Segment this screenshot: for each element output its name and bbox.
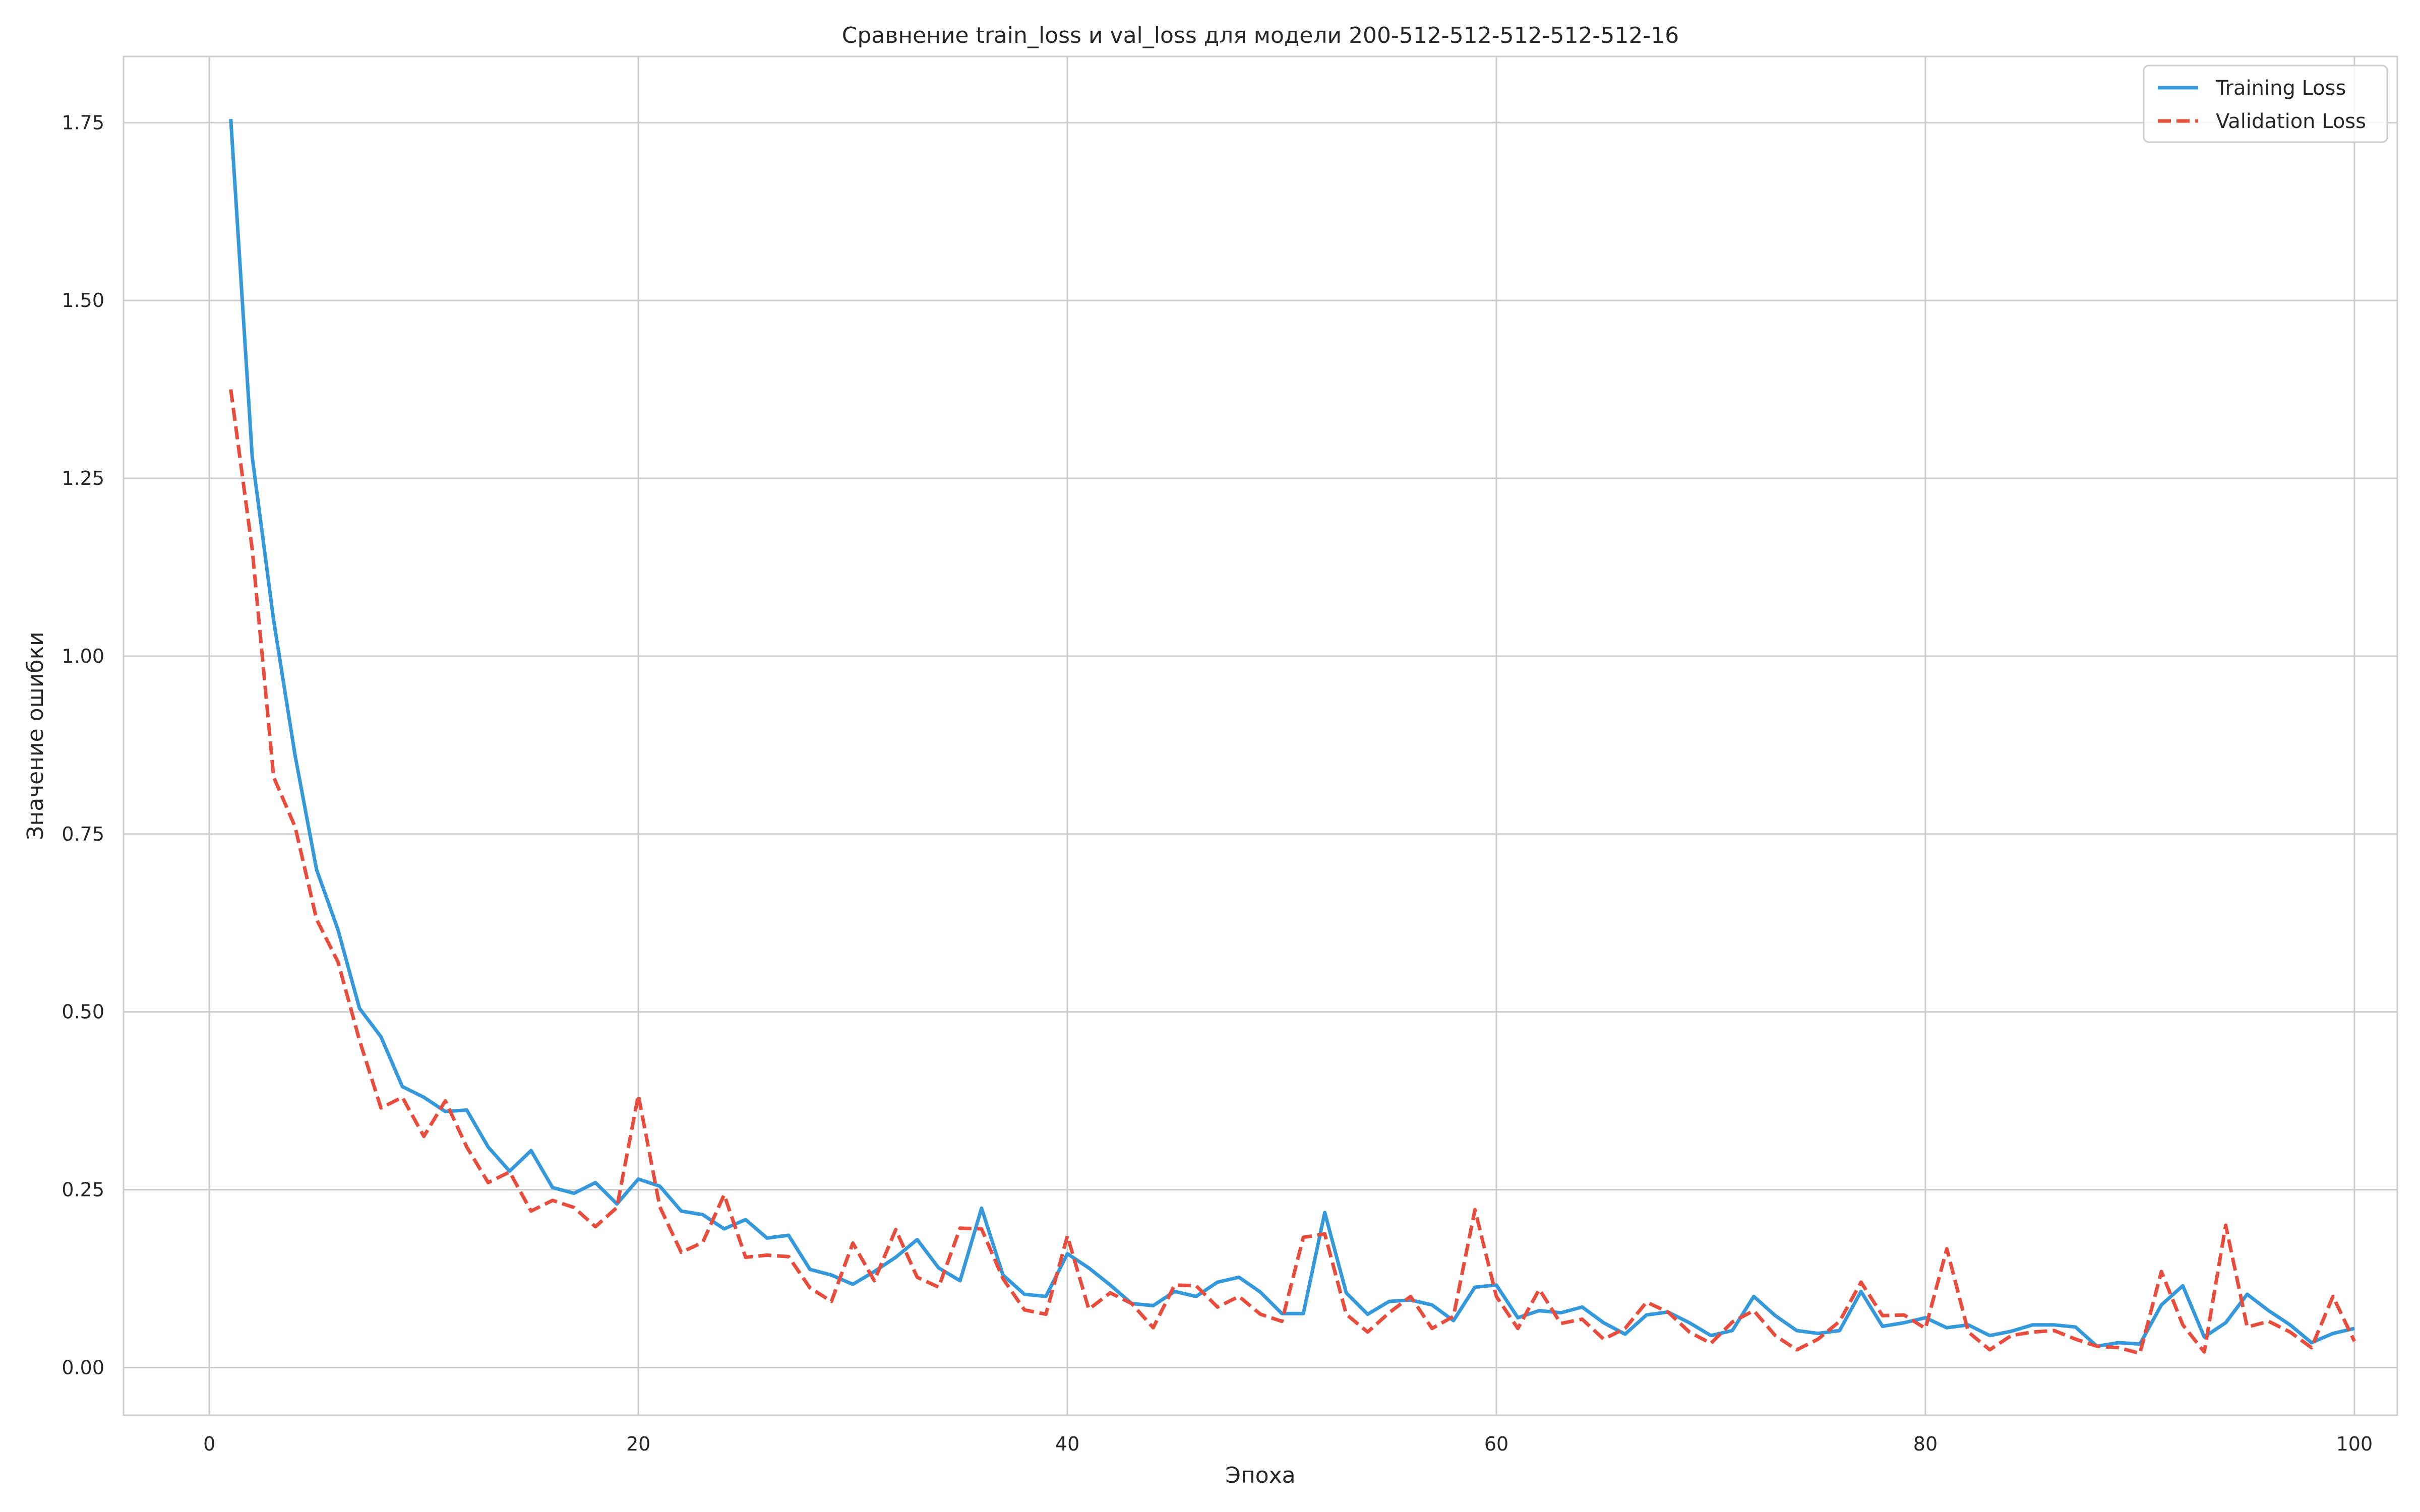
legend-box (2143, 65, 2388, 143)
x-tick-label: 0 (203, 1433, 215, 1455)
x-tick-label: 60 (1484, 1433, 1508, 1455)
y-tick-label: 0.25 (62, 1179, 104, 1201)
x-axis: 0 20 40 60 80 100 (203, 1433, 2373, 1455)
y-tick-label: 0.75 (62, 823, 104, 845)
y-axis-title: Значение ошибки (23, 632, 48, 840)
y-tick-label: 0.50 (62, 1001, 104, 1023)
x-tick-label: 20 (626, 1433, 650, 1455)
x-tick-label: 40 (1055, 1433, 1079, 1455)
legend: Training Loss Validation Loss (2143, 65, 2388, 143)
y-tick-label: 1.50 (62, 289, 104, 311)
x-axis-title: Эпоха (1225, 1463, 1295, 1488)
chart-title: Сравнение train_loss и val_loss для моде… (842, 23, 1679, 48)
plot-frame (123, 55, 2398, 1416)
validation-loss-line (229, 389, 2356, 1355)
series-layer (229, 118, 2356, 1355)
legend-label-validation: Validation Loss (2216, 110, 2366, 133)
y-axis: 0.00 0.25 0.50 0.75 1.00 1.25 1.50 1.75 (62, 111, 104, 1378)
y-tick-label: 0.00 (62, 1356, 104, 1378)
y-tick-label: 1.00 (62, 645, 104, 667)
y-tick-label: 1.75 (62, 111, 104, 134)
y-tick-label: 1.25 (62, 467, 104, 489)
training-loss-line (229, 118, 2355, 1348)
legend-label-training: Training Loss (2215, 77, 2346, 100)
grid (124, 56, 2397, 1415)
x-tick-label: 100 (2336, 1433, 2373, 1455)
x-tick-label: 80 (1913, 1433, 1938, 1455)
